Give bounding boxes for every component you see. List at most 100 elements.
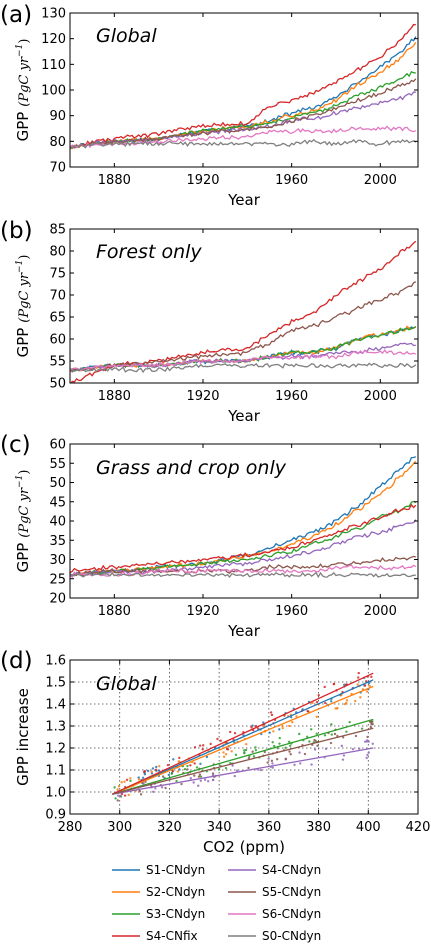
scatter-point — [209, 742, 212, 746]
scatter-point — [154, 768, 158, 772]
scatter-point — [324, 701, 327, 705]
scatter-point — [370, 675, 373, 679]
scatter-point — [360, 727, 364, 730]
x-tick-label: 2000 — [364, 389, 397, 404]
scatter-point — [289, 753, 292, 756]
panel-letter: (a) — [0, 2, 32, 28]
x-tick-label: 300 — [107, 820, 132, 835]
y-tick-label: 60 — [49, 438, 66, 453]
scatter-point — [341, 758, 345, 761]
scatter-point — [234, 753, 238, 757]
y-tick-label: 40 — [49, 515, 66, 530]
scatter-point — [357, 676, 360, 679]
scatter-point — [193, 762, 196, 765]
legend: S1-CNdyn S2-CNdyn S3-CNdyn S4-CNfix S4-CNdyn… — [112, 863, 321, 943]
series-line-s6-cndyn — [70, 125, 417, 149]
scatter-point — [254, 746, 257, 749]
scatter-point — [205, 755, 209, 759]
x-tick-label: 2000 — [364, 604, 397, 619]
y-tick-label: 55 — [49, 457, 66, 472]
x-tick-label: 280 — [58, 820, 83, 835]
scatter-point — [315, 715, 318, 719]
legend-label: S4-CNfix — [146, 929, 198, 943]
scatter-point — [323, 685, 326, 689]
scatter-point — [202, 744, 205, 747]
series-line-s4-cndyn — [70, 519, 417, 577]
scatter-point — [222, 751, 225, 754]
scatter-point — [150, 770, 153, 773]
scatter-point — [230, 750, 233, 753]
scatter-point — [315, 732, 318, 735]
scatter-point — [139, 793, 143, 796]
y-tick-label: 60 — [49, 333, 66, 348]
scatter-point — [313, 748, 317, 751]
scatter-point — [235, 769, 239, 772]
scatter-point — [178, 768, 181, 771]
scatter-point — [275, 758, 279, 761]
series-line-s4-cnfix — [70, 23, 416, 149]
scatter-point — [284, 757, 288, 761]
scatter-point — [226, 748, 230, 751]
y-axis-title-main: GPP increase — [14, 688, 32, 786]
legend-label: S4-CNdyn — [262, 863, 321, 877]
scatter-point — [125, 778, 129, 782]
scatter-point — [291, 721, 294, 724]
scatter-point — [334, 707, 337, 710]
scatter-point — [298, 732, 301, 736]
scatter-point — [298, 751, 301, 754]
scatter-point — [166, 763, 170, 767]
x-tick-label: 1880 — [98, 389, 131, 404]
scatter-point — [266, 761, 269, 764]
y-tick-label: 90 — [49, 109, 66, 124]
y-tick-label: 45 — [49, 495, 66, 510]
fit-line-s2-cndyn — [112, 685, 374, 795]
y-axis-title-unit: (PgC yr — [17, 56, 32, 107]
scatter-point — [199, 775, 203, 778]
y-tick-label: 55 — [49, 355, 66, 370]
scatter-point — [267, 757, 270, 760]
plot-data — [111, 671, 374, 802]
scatter-point — [197, 784, 200, 787]
scatter-point — [356, 683, 359, 686]
scatter-point — [151, 767, 155, 770]
scatter-point — [358, 747, 361, 750]
series-line-s5-cndyn — [70, 281, 417, 373]
scatter-point — [329, 741, 333, 745]
scatter-point — [201, 748, 204, 751]
scatter-point — [289, 744, 292, 748]
scatter-point — [189, 764, 192, 767]
scatter-point — [178, 756, 181, 760]
panel-region-label: Grass and crop only — [96, 457, 287, 479]
y-tick-label: 85 — [49, 223, 66, 238]
x-tick-label: 1880 — [98, 173, 131, 188]
chart-panel-2: (b) 1880 1920 1960 2000 50 55 60 65 70 75 80 85 Year G… — [0, 218, 419, 425]
scatter-point — [233, 774, 236, 778]
scatter-point — [158, 764, 161, 768]
x-axis-title: Year — [227, 407, 261, 425]
scatter-point — [256, 727, 260, 730]
y-axis-title: GPP (PgC yr−1) — [14, 470, 32, 573]
y-tick-label: 70 — [49, 289, 66, 304]
x-tick-label: 1960 — [275, 389, 308, 404]
scatter-point — [137, 776, 140, 779]
scatter-point — [199, 779, 203, 782]
y-tick-label: 30 — [49, 553, 66, 568]
scatter-point — [366, 735, 369, 739]
scatter-point — [175, 779, 178, 783]
y-tick-label: 80 — [49, 245, 66, 260]
y-axis-title: GPP (PgC yr−1) — [14, 255, 32, 358]
scatter-point — [113, 786, 116, 789]
scatter-point — [313, 738, 316, 742]
scatter-point — [342, 754, 346, 757]
scatter-point — [340, 744, 344, 748]
x-tick-label: 420 — [406, 820, 431, 835]
axes-frame — [69, 228, 419, 384]
scatter-point — [198, 773, 202, 776]
scatter-point — [183, 767, 187, 771]
x-tick-label: 360 — [256, 820, 281, 835]
scatter-point — [330, 723, 333, 726]
legend-label: S3-CNdyn — [146, 907, 205, 921]
scatter-point — [211, 772, 215, 775]
y-tick-label: 1.4 — [45, 698, 66, 713]
y-tick-label: 1.1 — [45, 764, 66, 779]
